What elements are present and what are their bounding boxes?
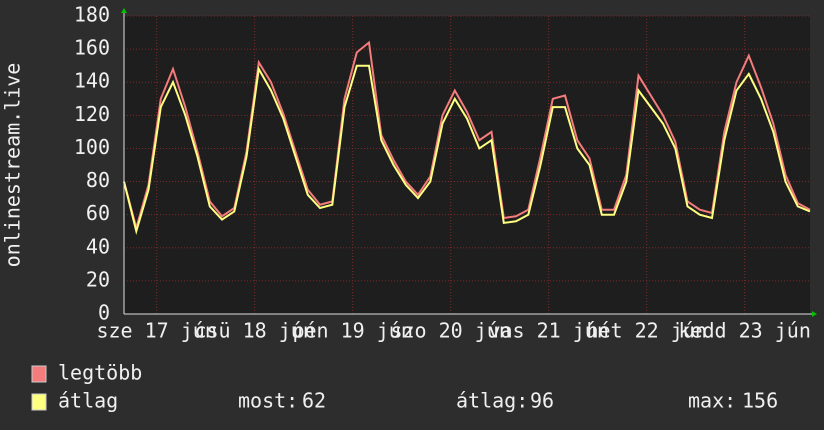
legend-label: legtöbb bbox=[58, 361, 142, 385]
stat-label: max: bbox=[688, 389, 736, 413]
legend: legtöbb átlag most: 62 átlag: 96 max: 156 bbox=[31, 361, 778, 413]
series-line bbox=[123, 64, 811, 236]
legend-swatch bbox=[31, 393, 47, 411]
x-arrow bbox=[812, 311, 817, 317]
y-axis-label: onlinestream.live bbox=[1, 63, 25, 268]
x-tick-label: kedd 23 jún bbox=[678, 319, 810, 343]
y-tick-label: 120 bbox=[74, 102, 110, 126]
x-tick-label: sze 17 jún bbox=[96, 319, 216, 343]
y-tick-label: 80 bbox=[86, 168, 110, 192]
stat-value: 156 bbox=[742, 389, 778, 413]
y-tick-label: 140 bbox=[74, 69, 110, 93]
y-tick-label: 60 bbox=[86, 201, 110, 225]
x-tick-label: vas 21 jún bbox=[488, 319, 608, 343]
plot-area bbox=[124, 16, 810, 314]
y-arrow bbox=[121, 8, 127, 13]
stat-value: 96 bbox=[530, 389, 554, 413]
x-tick-label: hét 22 jún bbox=[586, 319, 706, 343]
x-tick-label: szo 20 jún bbox=[390, 319, 510, 343]
x-tick-label: csü 18 jún bbox=[194, 319, 314, 343]
stat-label: most: bbox=[238, 389, 298, 413]
y-tick-label: 20 bbox=[86, 267, 110, 291]
y-tick-label: 40 bbox=[86, 234, 110, 258]
stat-value: 62 bbox=[302, 389, 326, 413]
y-tick-label: 100 bbox=[74, 135, 110, 159]
x-tick-label: pén 19 jún bbox=[292, 319, 412, 343]
marks bbox=[123, 40, 811, 236]
legend-label: átlag bbox=[58, 389, 118, 413]
legend-swatch bbox=[31, 365, 47, 383]
y-tick-label: 0 bbox=[98, 301, 110, 325]
y-tick-label: 180 bbox=[74, 3, 110, 27]
stat-label: átlag: bbox=[456, 389, 528, 413]
y-tick-label: 160 bbox=[74, 36, 110, 60]
